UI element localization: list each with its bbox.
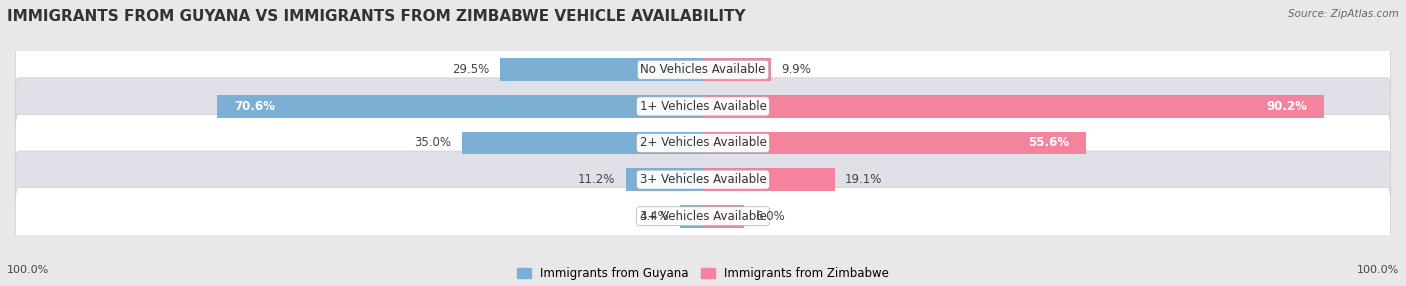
Text: 1+ Vehicles Available: 1+ Vehicles Available (640, 100, 766, 113)
Bar (499, 58, 703, 81)
Text: 19.1%: 19.1% (845, 173, 883, 186)
Text: 3+ Vehicles Available: 3+ Vehicles Available (640, 173, 766, 186)
FancyBboxPatch shape (15, 151, 1391, 208)
Text: 4+ Vehicles Available: 4+ Vehicles Available (640, 210, 766, 223)
FancyBboxPatch shape (15, 41, 1391, 98)
FancyBboxPatch shape (15, 188, 1391, 245)
Text: 100.0%: 100.0% (7, 265, 49, 275)
Text: 35.0%: 35.0% (415, 136, 451, 150)
Bar (703, 58, 772, 81)
Bar (703, 205, 744, 228)
Text: 55.6%: 55.6% (1028, 136, 1069, 150)
Text: IMMIGRANTS FROM GUYANA VS IMMIGRANTS FROM ZIMBABWE VEHICLE AVAILABILITY: IMMIGRANTS FROM GUYANA VS IMMIGRANTS FRO… (7, 9, 745, 23)
Bar (703, 132, 1085, 154)
Bar (679, 205, 703, 228)
FancyBboxPatch shape (15, 78, 1391, 135)
Bar (217, 95, 703, 118)
Legend: Immigrants from Guyana, Immigrants from Zimbabwe: Immigrants from Guyana, Immigrants from … (517, 267, 889, 280)
Text: 70.6%: 70.6% (233, 100, 274, 113)
Text: 9.9%: 9.9% (782, 63, 811, 76)
Bar (703, 95, 1324, 118)
Bar (626, 168, 703, 191)
Text: Source: ZipAtlas.com: Source: ZipAtlas.com (1288, 9, 1399, 19)
Text: 3.4%: 3.4% (640, 210, 669, 223)
Text: No Vehicles Available: No Vehicles Available (640, 63, 766, 76)
Text: 100.0%: 100.0% (1357, 265, 1399, 275)
Text: 6.0%: 6.0% (755, 210, 785, 223)
Bar (461, 132, 703, 154)
Text: 11.2%: 11.2% (578, 173, 616, 186)
Bar (703, 168, 835, 191)
Text: 2+ Vehicles Available: 2+ Vehicles Available (640, 136, 766, 150)
FancyBboxPatch shape (15, 114, 1391, 172)
Text: 29.5%: 29.5% (453, 63, 489, 76)
Text: 90.2%: 90.2% (1267, 100, 1308, 113)
